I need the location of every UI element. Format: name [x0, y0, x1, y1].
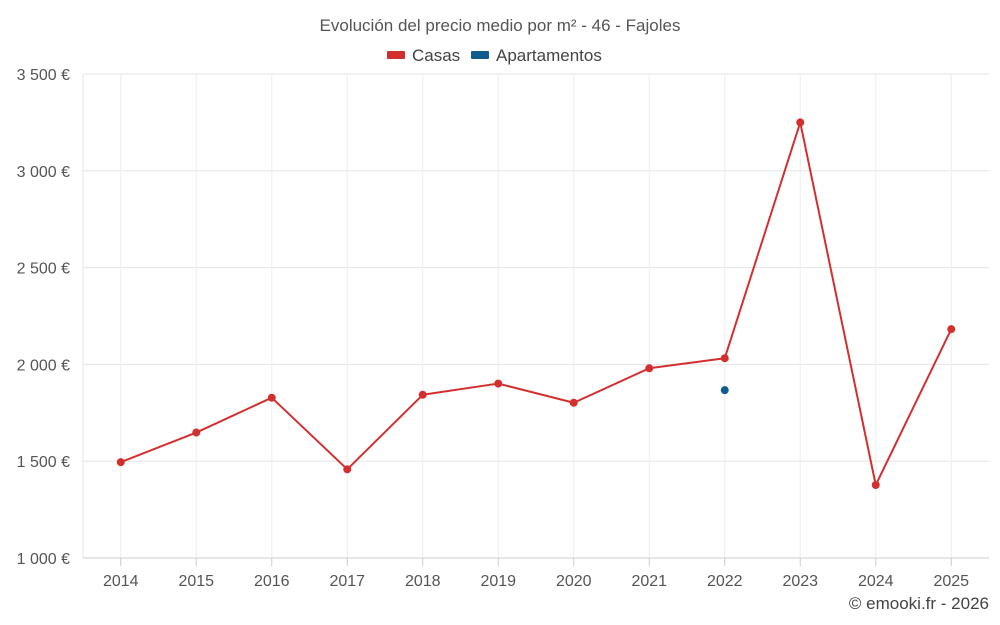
y-tick-label: 1 500 €: [17, 454, 70, 471]
x-tick-label: 2018: [405, 573, 441, 590]
y-tick-label: 3 000 €: [17, 164, 70, 181]
x-tick-label: 2017: [329, 573, 365, 590]
legend-label-apartamentos: Apartamentos: [496, 46, 602, 65]
series: [116, 118, 956, 490]
data-point-casas-2022[interactable]: [720, 354, 729, 363]
series-casas: [116, 118, 956, 490]
series-line-casas: [120, 121, 953, 487]
x-tick-label: 2015: [178, 573, 214, 590]
data-point-casas-2020[interactable]: [569, 398, 578, 407]
data-point-casas-2023[interactable]: [796, 118, 805, 127]
data-point-casas-2018[interactable]: [418, 390, 427, 399]
data-point-casas-2014[interactable]: [116, 458, 125, 467]
y-tick-label: 1 000 €: [17, 551, 70, 568]
y-tick-label: 2 500 €: [17, 261, 70, 278]
x-tick-label: 2020: [556, 573, 592, 590]
legend-label-casas: Casas: [412, 46, 460, 65]
legend-swatch-casas: [387, 51, 405, 59]
series-apartamentos: [720, 386, 729, 395]
credit-text: © emooki.fr - 2026: [849, 594, 989, 613]
x-tick-label: 2016: [254, 573, 290, 590]
y-tick-label: 3 500 €: [17, 67, 70, 84]
data-point-casas-2025[interactable]: [947, 325, 956, 334]
legend-swatch-apartamentos: [471, 51, 489, 59]
legend-item-apartamentos[interactable]: Apartamentos: [471, 46, 602, 65]
x-tick-label: 2014: [103, 573, 139, 590]
data-point-casas-2021[interactable]: [645, 364, 654, 373]
x-tick-label: 2022: [707, 573, 743, 590]
legend-item-casas[interactable]: Casas: [387, 46, 460, 65]
data-point-casas-2015[interactable]: [192, 428, 201, 437]
legend: Casas Apartamentos: [387, 46, 602, 65]
x-tick-label: 2019: [480, 573, 516, 590]
x-tick-label: 2021: [631, 573, 667, 590]
data-point-casas-2024[interactable]: [871, 481, 880, 490]
chart-title: Evolución del precio medio por m² - 46 -…: [320, 16, 681, 35]
data-point-casas-2019[interactable]: [494, 379, 503, 388]
data-point-apartamentos-2022[interactable]: [720, 386, 729, 395]
data-point-casas-2017[interactable]: [343, 465, 352, 474]
x-tick-label: 2024: [858, 573, 894, 590]
grid-lines: [83, 73, 989, 559]
data-point-casas-2016[interactable]: [267, 393, 276, 402]
x-tick-label: 2025: [933, 573, 969, 590]
x-tick-label: 2023: [782, 573, 818, 590]
y-tick-label: 2 000 €: [17, 357, 70, 374]
axes: 1 000 € 1 500 € 2 000 € 2 500 € 3 000 € 3 500…: [17, 67, 989, 590]
